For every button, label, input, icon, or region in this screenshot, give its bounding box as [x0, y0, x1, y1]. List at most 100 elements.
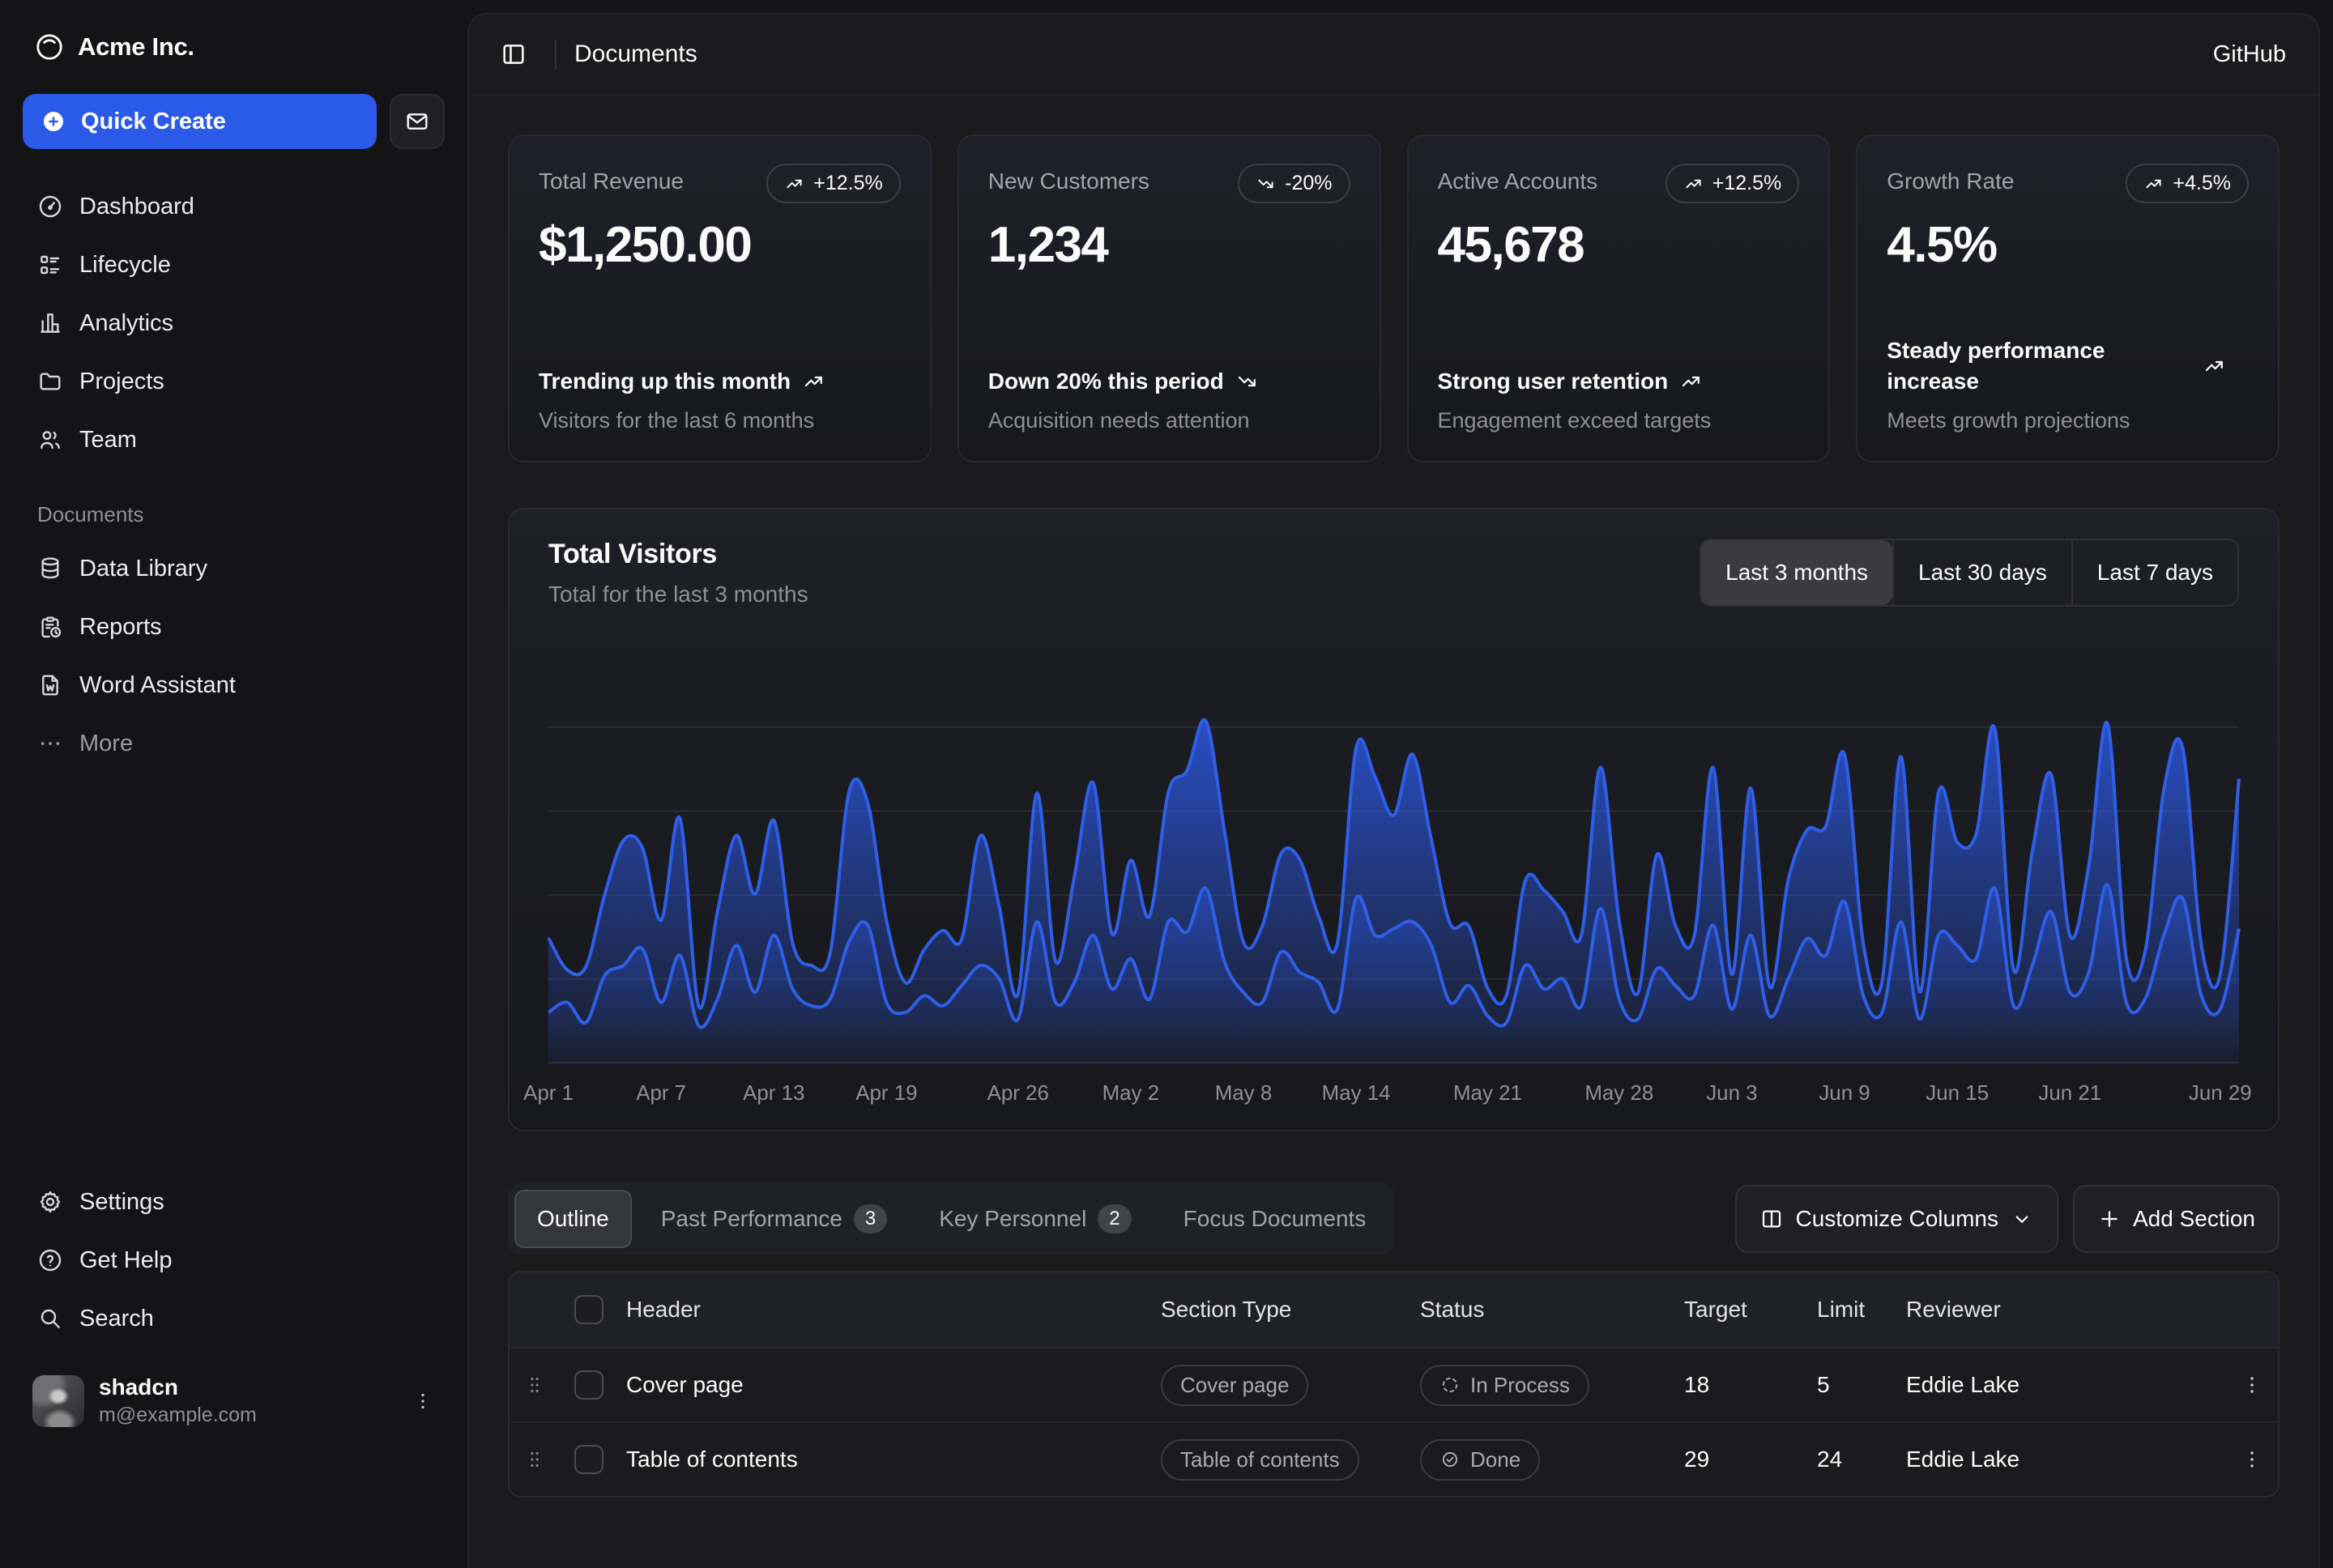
table-row[interactable]: Cover page Cover page In Process 18 5 Ed…	[510, 1347, 2278, 1421]
area-chart-svg: Apr 1Apr 7Apr 13Apr 19Apr 26May 2May 8Ma…	[548, 702, 2239, 1107]
sidebar-toggle-button[interactable]	[490, 31, 537, 78]
user-menu[interactable]: shadcn m@example.com	[23, 1366, 445, 1435]
sidebar-item-label: Lifecycle	[79, 252, 171, 279]
svg-text:Apr 26: Apr 26	[987, 1082, 1049, 1105]
range-last-3-months[interactable]: Last 3 months	[1701, 540, 1892, 605]
tab-outline[interactable]: Outline	[514, 1190, 632, 1248]
sidebar-item-more[interactable]: More	[23, 717, 445, 770]
trend-badge-value: +12.5%	[813, 172, 883, 195]
trending-down-icon	[1256, 173, 1277, 194]
sidebar-item-label: Projects	[79, 369, 164, 395]
card-footer-line2: Acquisition needs attention	[988, 408, 1350, 433]
add-section-button[interactable]: Add Section	[2073, 1185, 2280, 1253]
sidebar-item-word-assistant[interactable]: Word Assistant	[23, 658, 445, 712]
analytics-icon	[37, 310, 63, 336]
limit-cell[interactable]: 5	[1785, 1372, 1890, 1398]
brand[interactable]: Acme Inc.	[23, 21, 445, 73]
target-cell[interactable]: 18	[1663, 1372, 1785, 1398]
trending-up-icon	[802, 369, 826, 394]
visitors-area-chart: Apr 1Apr 7Apr 13Apr 19Apr 26May 2May 8Ma…	[548, 702, 2239, 1107]
range-last-7-days[interactable]: Last 7 days	[2071, 540, 2237, 605]
card-title: Total Revenue	[539, 164, 684, 194]
card-footer-line1: Down 20% this period	[988, 366, 1350, 397]
chart-subtitle: Total for the last 3 months	[548, 582, 808, 607]
card-title: Active Accounts	[1438, 164, 1598, 194]
tab-count-badge: 3	[854, 1204, 887, 1234]
sidebar-item-get-help[interactable]: Get Help	[23, 1234, 445, 1287]
drag-handle-icon[interactable]	[522, 1447, 574, 1472]
svg-text:Apr 19: Apr 19	[855, 1082, 917, 1105]
help-icon	[37, 1247, 63, 1273]
sidebar-item-team[interactable]: Team	[23, 413, 445, 467]
report-icon	[37, 614, 63, 640]
row-menu-button[interactable]	[2198, 1372, 2265, 1398]
sidebar-item-projects[interactable]: Projects	[23, 355, 445, 408]
column-header: Section Type	[1161, 1297, 1420, 1323]
sidebar-item-settings[interactable]: Settings	[23, 1175, 445, 1229]
logo-icon	[34, 32, 65, 62]
ellipsis-vertical-icon[interactable]	[411, 1389, 435, 1413]
more-icon	[37, 731, 63, 756]
trend-badge-value: +4.5%	[2173, 172, 2231, 195]
github-link[interactable]: GitHub	[2213, 41, 2286, 68]
tab-key-personnel[interactable]: Key Personnel 2	[916, 1190, 1154, 1248]
card-value: 1,234	[988, 216, 1350, 274]
trend-badge-value: -20%	[1285, 172, 1332, 195]
target-cell[interactable]: 29	[1663, 1447, 1785, 1472]
card-active-accounts: Active Accounts +12.5% 45,678 Strong use…	[1407, 134, 1831, 462]
sidebar-item-label: Search	[79, 1306, 154, 1332]
sidebar-item-label: Analytics	[79, 310, 173, 337]
sidebar-item-reports[interactable]: Reports	[23, 600, 445, 654]
row-checkbox[interactable]	[574, 1445, 604, 1474]
table-row[interactable]: Table of contents Table of contents Done…	[510, 1421, 2278, 1496]
sidebar-item-lifecycle[interactable]: Lifecycle	[23, 238, 445, 292]
sidebar-item-dashboard[interactable]: Dashboard	[23, 180, 445, 233]
word-file-icon	[37, 672, 63, 698]
trending-up-icon	[2203, 354, 2227, 378]
brand-name: Acme Inc.	[78, 32, 194, 62]
customize-columns-button[interactable]: Customize Columns	[1735, 1185, 2058, 1253]
header-divider	[555, 40, 557, 69]
svg-text:May 28: May 28	[1584, 1082, 1653, 1105]
columns-icon	[1759, 1207, 1784, 1231]
inbox-button[interactable]	[390, 94, 445, 149]
column-header: Target	[1663, 1297, 1785, 1323]
row-header-cell[interactable]: Table of contents	[626, 1447, 1161, 1472]
sidebar-item-search[interactable]: Search	[23, 1292, 445, 1345]
svg-text:Jun 29: Jun 29	[2189, 1082, 2252, 1105]
drag-handle-icon[interactable]	[522, 1373, 574, 1397]
range-toggle-group: Last 3 months Last 30 days Last 7 days	[1700, 539, 2239, 607]
sidebar-item-label: Reports	[79, 614, 162, 641]
sidebar-item-data-library[interactable]: Data Library	[23, 542, 445, 595]
total-visitors-card: Total Visitors Total for the last 3 mont…	[508, 508, 2280, 1131]
quick-create-button[interactable]: Quick Create	[23, 94, 377, 149]
trend-badge: +12.5%	[766, 164, 901, 203]
svg-text:Apr 1: Apr 1	[523, 1082, 574, 1105]
column-header: Status	[1420, 1297, 1663, 1323]
trending-up-icon	[2143, 173, 2165, 194]
section-type-badge: Table of contents	[1161, 1439, 1359, 1481]
card-footer-line1: Strong user retention	[1438, 366, 1800, 397]
quick-create-label: Quick Create	[81, 109, 226, 135]
row-menu-button[interactable]	[2198, 1447, 2265, 1472]
reviewer-cell[interactable]: Eddie Lake	[1890, 1447, 2198, 1472]
card-growth-rate: Growth Rate +4.5% 4.5% Steady performanc…	[1856, 134, 2280, 462]
svg-text:Jun 9: Jun 9	[1819, 1082, 1870, 1105]
tab-focus-documents[interactable]: Focus Documents	[1161, 1190, 1389, 1248]
range-last-30-days[interactable]: Last 30 days	[1892, 540, 2071, 605]
row-header-cell[interactable]: Cover page	[626, 1372, 1161, 1398]
trending-up-icon	[1679, 369, 1704, 394]
sidebar-item-analytics[interactable]: Analytics	[23, 296, 445, 350]
card-value: $1,250.00	[539, 216, 901, 274]
reviewer-cell[interactable]: Eddie Lake	[1890, 1372, 2198, 1398]
limit-cell[interactable]: 24	[1785, 1447, 1890, 1472]
tab-past-performance[interactable]: Past Performance 3	[638, 1190, 910, 1248]
sidebar-section-documents: Documents	[23, 502, 445, 527]
card-value: 4.5%	[1887, 216, 2249, 274]
sidebar-item-label: Get Help	[79, 1247, 172, 1274]
card-title: New Customers	[988, 164, 1149, 194]
row-checkbox[interactable]	[574, 1370, 604, 1400]
database-icon	[37, 556, 63, 582]
select-all-checkbox[interactable]	[574, 1295, 604, 1324]
sidebar-item-label: Team	[79, 427, 137, 454]
